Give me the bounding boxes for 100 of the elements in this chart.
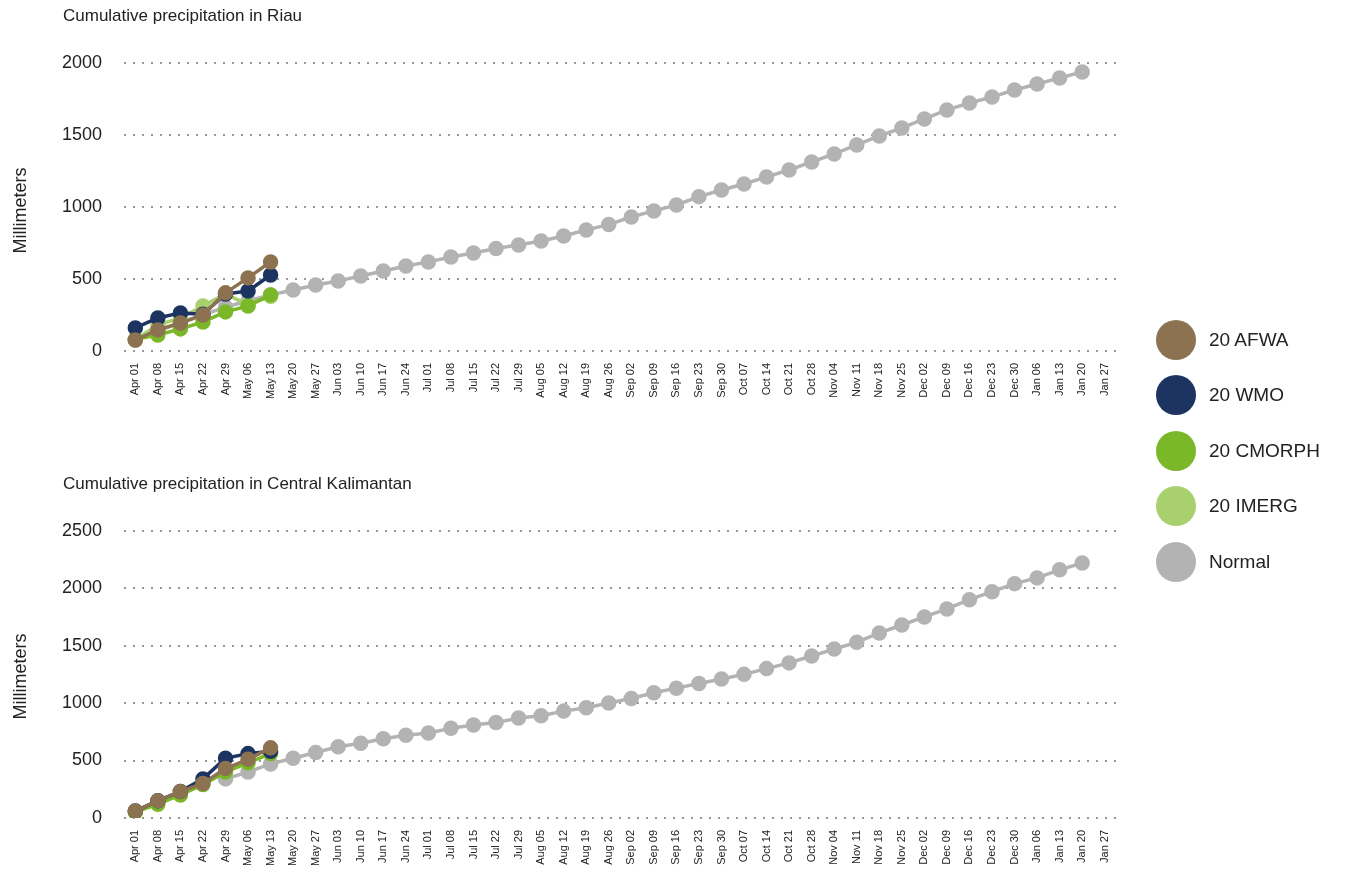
x-tick-label: Sep 09 bbox=[646, 829, 659, 865]
y-tick-label: 2000 bbox=[62, 51, 103, 72]
x-tick-label: Dec 02 bbox=[917, 362, 930, 398]
x-tick-label: Sep 02 bbox=[624, 362, 637, 398]
x-tick-label: Jul 15 bbox=[466, 362, 479, 393]
x-tick-label: Jun 10 bbox=[353, 362, 366, 396]
x-tick-label: Apr 22 bbox=[195, 362, 208, 396]
x-tick-label: Jan 06 bbox=[1030, 362, 1043, 396]
x-tick-label: Oct 28 bbox=[804, 362, 817, 396]
x-tick-label: Jul 22 bbox=[489, 829, 502, 860]
x-tick-label: Aug 26 bbox=[601, 829, 614, 865]
x-tick-label: Dec 16 bbox=[962, 362, 975, 398]
y-axis-title: Millimeters bbox=[9, 632, 31, 722]
x-tick-label: Apr 01 bbox=[128, 362, 141, 396]
x-tick-label: Nov 25 bbox=[894, 829, 907, 865]
legend-label: 20 AFWA bbox=[1209, 328, 1289, 351]
x-tick-label: Jan 20 bbox=[1075, 362, 1088, 396]
x-tick-label: May 06 bbox=[241, 362, 254, 400]
x-tick-label: Nov 25 bbox=[894, 362, 907, 398]
legend-label: 20 WMO bbox=[1209, 384, 1284, 407]
x-tick-label: Aug 19 bbox=[579, 829, 592, 865]
x-tick-label: May 27 bbox=[308, 829, 321, 867]
x-tick-label: May 20 bbox=[286, 362, 299, 400]
x-tick-label: Jan 20 bbox=[1075, 829, 1088, 863]
x-tick-label: Dec 09 bbox=[939, 829, 952, 865]
x-tick-label: Jul 22 bbox=[489, 362, 502, 393]
x-tick-label: Jun 03 bbox=[331, 362, 344, 396]
x-tick-label: Jul 01 bbox=[421, 362, 434, 393]
x-tick-label: Dec 16 bbox=[962, 829, 975, 865]
x-tick-label: Nov 04 bbox=[827, 362, 840, 398]
x-tick-label: Jan 13 bbox=[1052, 829, 1065, 863]
x-tick-label: Dec 30 bbox=[1007, 829, 1020, 865]
x-tick-label: Jan 13 bbox=[1052, 362, 1065, 396]
x-tick-label: Apr 08 bbox=[150, 362, 163, 396]
x-tick-label: Sep 02 bbox=[624, 829, 637, 865]
x-tick-label: Jun 10 bbox=[353, 829, 366, 863]
x-tick-label: Jan 27 bbox=[1097, 362, 1110, 396]
x-tick-label: Aug 26 bbox=[601, 362, 614, 398]
legend-label: Normal bbox=[1209, 550, 1271, 573]
x-tick-label: Oct 07 bbox=[737, 362, 750, 396]
x-tick-label: May 27 bbox=[308, 362, 321, 400]
x-tick-label: Sep 30 bbox=[714, 829, 727, 865]
x-tick-label: Nov 04 bbox=[827, 829, 840, 865]
x-tick-label: Sep 16 bbox=[669, 829, 682, 865]
x-tick-label: Sep 09 bbox=[646, 362, 659, 398]
x-tick-label: Oct 14 bbox=[759, 829, 772, 863]
x-tick-label: Nov 11 bbox=[849, 829, 862, 864]
x-tick-label: Apr 29 bbox=[218, 829, 231, 863]
x-tick-label: Dec 30 bbox=[1007, 362, 1020, 398]
x-tick-label: Apr 15 bbox=[173, 362, 186, 396]
x-tick-label: May 06 bbox=[241, 829, 254, 867]
x-tick-label: Jul 29 bbox=[511, 362, 524, 393]
x-tick-label: Jul 08 bbox=[443, 829, 456, 860]
x-tick-label: Nov 18 bbox=[872, 829, 885, 865]
x-tick-label: Jan 06 bbox=[1030, 829, 1043, 863]
x-tick-label: Oct 21 bbox=[782, 829, 795, 863]
y-tick-label: 1500 bbox=[62, 634, 103, 655]
x-tick-label: Aug 05 bbox=[534, 362, 547, 398]
y-tick-label: 0 bbox=[92, 339, 103, 360]
x-tick-label: Aug 12 bbox=[556, 829, 569, 865]
x-tick-label: Dec 23 bbox=[985, 362, 998, 398]
y-tick-label: 500 bbox=[72, 267, 103, 288]
legend-label: 20 CMORPH bbox=[1209, 439, 1320, 462]
x-tick-label: Oct 14 bbox=[759, 362, 772, 396]
x-tick-label: Dec 09 bbox=[939, 362, 952, 398]
y-tick-label: 2000 bbox=[62, 577, 103, 598]
x-tick-label: Jul 08 bbox=[443, 362, 456, 393]
x-tick-label: Apr 29 bbox=[218, 362, 231, 396]
x-tick-label: Jan 27 bbox=[1097, 829, 1110, 863]
x-tick-label: Jul 01 bbox=[421, 829, 434, 860]
x-tick-label: Oct 07 bbox=[737, 829, 750, 863]
x-tick-label: Jun 17 bbox=[376, 829, 389, 863]
x-tick-label: Dec 23 bbox=[985, 829, 998, 865]
x-tick-label: Jun 03 bbox=[331, 829, 344, 863]
x-tick-label: Nov 18 bbox=[872, 362, 885, 398]
x-tick-label: Jun 17 bbox=[376, 362, 389, 396]
chart-title: Cumulative precipitation in Central Kalimantan bbox=[63, 474, 412, 494]
y-tick-label: 2500 bbox=[62, 519, 103, 540]
y-tick-label: 1000 bbox=[62, 195, 103, 216]
y-tick-label: 0 bbox=[92, 806, 103, 827]
y-tick-label: 1000 bbox=[62, 692, 103, 713]
y-tick-label: 500 bbox=[72, 749, 103, 770]
x-tick-label: May 13 bbox=[263, 829, 276, 867]
y-axis-title: Millimeters bbox=[9, 166, 31, 256]
x-tick-label: Oct 21 bbox=[782, 362, 795, 396]
x-tick-label: Jul 29 bbox=[511, 829, 524, 860]
x-tick-label: Jun 24 bbox=[398, 829, 411, 863]
x-tick-label: Apr 08 bbox=[150, 829, 163, 863]
x-tick-label: Jul 15 bbox=[466, 829, 479, 860]
x-tick-label: May 20 bbox=[286, 829, 299, 867]
x-tick-label: Sep 23 bbox=[691, 829, 704, 865]
x-tick-label: Apr 22 bbox=[195, 829, 208, 863]
x-tick-label: Aug 19 bbox=[579, 362, 592, 398]
x-tick-label: Nov 11 bbox=[849, 362, 862, 397]
x-tick-label: Oct 28 bbox=[804, 829, 817, 863]
chart-title: Cumulative precipitation in Riau bbox=[63, 6, 303, 26]
x-tick-label: Apr 15 bbox=[173, 829, 186, 863]
x-tick-label: Sep 23 bbox=[691, 362, 704, 398]
x-tick-label: Sep 30 bbox=[714, 362, 727, 398]
x-tick-label: Sep 16 bbox=[669, 362, 682, 398]
